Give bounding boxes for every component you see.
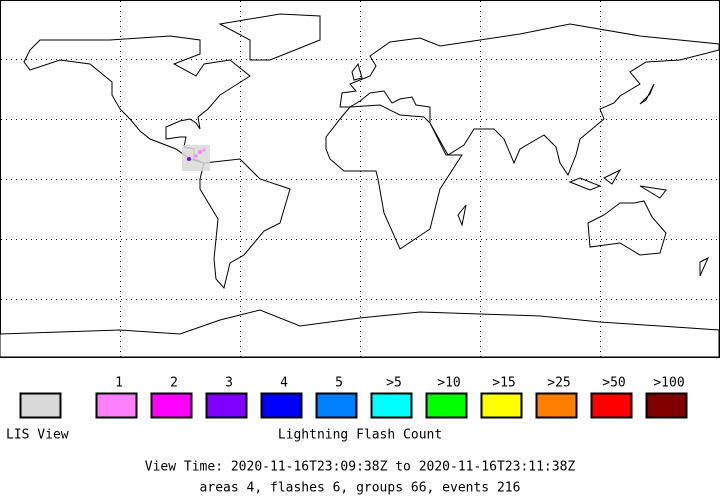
world-map	[0, 0, 720, 358]
legend-label: 1	[115, 376, 123, 391]
legend-label: >100	[653, 376, 684, 391]
legend: 1 2 3 4 5 >5 >10 >15 >25 >50 >100	[95, 376, 688, 419]
legend-label: 4	[280, 376, 288, 391]
flash-area	[194, 154, 198, 158]
legend-label: >10	[437, 376, 460, 391]
south-america	[199, 158, 291, 290]
legend-label: 3	[225, 376, 233, 391]
legend-label: 5	[335, 376, 343, 391]
legend-swatch	[645, 392, 688, 419]
legend-swatch	[205, 392, 248, 419]
greenland	[218, 13, 321, 61]
north-america	[23, 35, 251, 164]
legend-label: >5	[386, 376, 402, 391]
legend-swatch	[535, 392, 578, 419]
view-time: View Time: 2020-11-16T23:09:38Z to 2020-…	[145, 460, 576, 475]
antarctica	[0, 309, 720, 358]
legend-swatch	[95, 392, 138, 419]
legend-swatch	[590, 392, 633, 419]
legend-swatch	[150, 392, 193, 419]
flash-area	[202, 148, 206, 152]
lis-view-label: LIS View	[6, 428, 69, 443]
legend-swatch	[315, 392, 358, 419]
legend-label: >25	[547, 376, 570, 391]
lis-view-swatch	[19, 392, 62, 419]
flash-area	[187, 157, 191, 161]
australia	[587, 200, 667, 256]
flash-area	[198, 150, 202, 154]
legend-swatch	[260, 392, 303, 419]
legend-label: >50	[602, 376, 625, 391]
legend-swatch	[425, 392, 468, 419]
legend-swatch	[480, 392, 523, 419]
lis-footprint	[182, 145, 210, 171]
legend-label: >15	[492, 376, 515, 391]
legend-swatch	[370, 392, 413, 419]
eurasia	[339, 23, 720, 177]
legend-label: 2	[170, 376, 178, 391]
legend-title: Lightning Flash Count	[278, 428, 442, 443]
lis-view-area	[182, 145, 210, 171]
summary: areas 4, flashes 6, groups 66, events 21…	[200, 481, 521, 496]
